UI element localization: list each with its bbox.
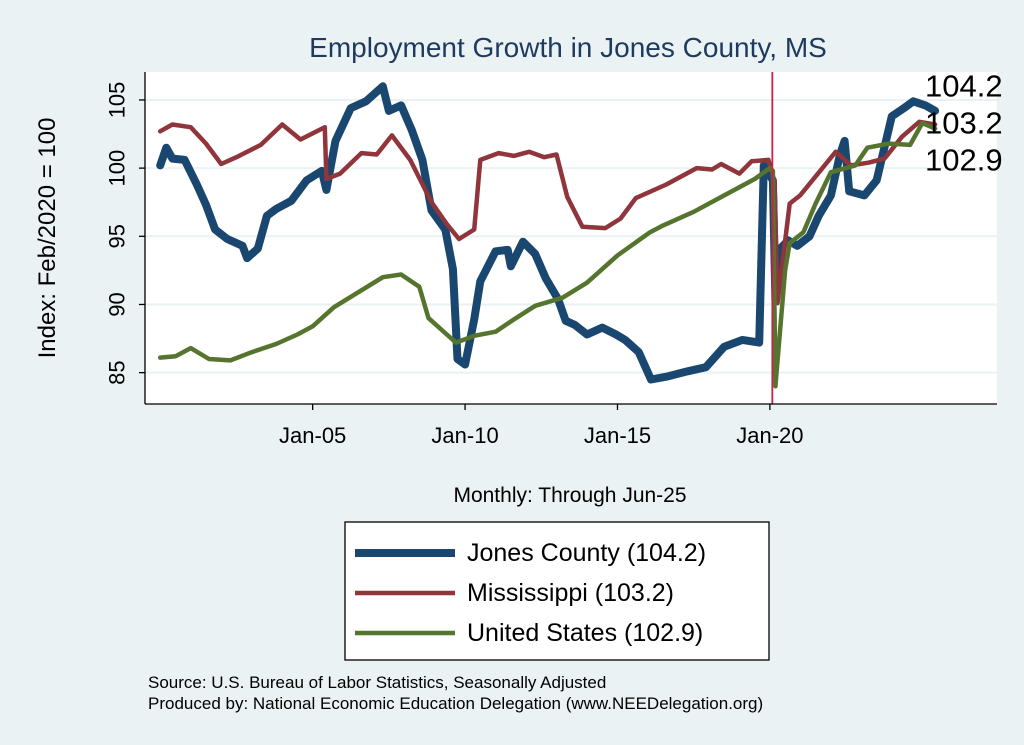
legend-label: United States (102.9) bbox=[467, 619, 703, 647]
end-value-label: 104.2 bbox=[925, 69, 1003, 104]
legend-label: Mississippi (103.2) bbox=[467, 579, 674, 607]
y-tick-label: 100 bbox=[105, 150, 130, 187]
footer-source: Source: U.S. Bureau of Labor Statistics,… bbox=[148, 673, 606, 692]
y-tick-label: 95 bbox=[105, 224, 130, 248]
y-tick-label: 90 bbox=[105, 292, 130, 316]
x-tick-label: Jan-15 bbox=[584, 423, 651, 448]
y-axis-label: Index: Feb/2020 = 100 bbox=[34, 118, 61, 359]
series-line-united-states bbox=[157, 120, 938, 389]
x-tick-label: Jan-10 bbox=[431, 423, 498, 448]
series-line-mississippi bbox=[157, 119, 938, 306]
series-line-jones-county bbox=[156, 82, 940, 384]
legend-label: Jones County (104.2) bbox=[467, 539, 706, 567]
end-value-label: 103.2 bbox=[925, 106, 1003, 141]
end-value-label: 102.9 bbox=[925, 143, 1003, 178]
footer-produced: Produced by: National Economic Education… bbox=[148, 694, 763, 713]
y-tick-label: 85 bbox=[105, 360, 130, 384]
legend: Jones County (104.2) Mississippi (103.2) U… bbox=[344, 521, 770, 661]
x-tick-label: Jan-20 bbox=[736, 423, 803, 448]
plot-area bbox=[145, 72, 997, 404]
chart-title: Employment Growth in Jones County, MS bbox=[309, 32, 827, 63]
x-tick-label: Jan-05 bbox=[279, 423, 346, 448]
y-tick-label: 105 bbox=[105, 82, 130, 119]
x-axis-label: Monthly: Through Jun-25 bbox=[453, 484, 686, 507]
